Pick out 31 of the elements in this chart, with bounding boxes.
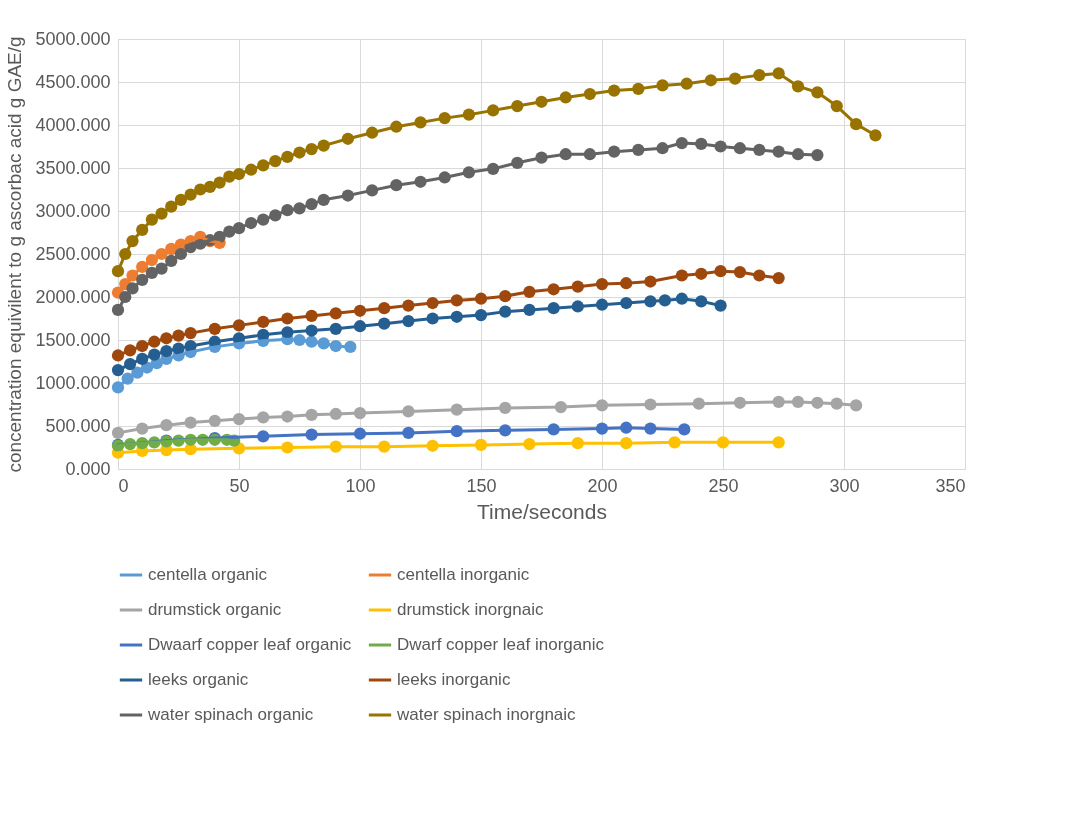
y-tick-label: 3500.000 — [35, 157, 111, 178]
x-tick-label: 250 — [708, 475, 739, 496]
x-tick-label: 350 — [935, 475, 966, 496]
legend-label: drumstick organic — [148, 600, 282, 619]
x-tick-label: 200 — [587, 475, 618, 496]
y-tick-label: 3000.000 — [35, 200, 111, 221]
legend-label: water spinach inorgnaic — [396, 705, 577, 724]
legend-label: Dwarf copper leaf inorganic — [397, 635, 605, 654]
y-tick-label: 2000.000 — [35, 286, 111, 307]
legend-label: leeks organic — [148, 670, 249, 689]
legend-label: leeks inorganic — [397, 670, 511, 689]
y-tick-label: 5000.000 — [35, 28, 111, 49]
y-tick-label: 500.000 — [45, 415, 111, 436]
y-tick-label: 4000.000 — [35, 114, 111, 135]
x-tick-label: 150 — [466, 475, 497, 496]
x-tick-label: 0 — [118, 475, 129, 496]
legend-label: centella organic — [148, 565, 268, 584]
legend-label: water spinach organic — [147, 705, 314, 724]
x-axis-title: Time/seconds — [477, 499, 607, 523]
y-axis-title: concentration equivilent to g ascorbac acid g GAE/g — [4, 36, 26, 473]
x-tick-label: 50 — [229, 475, 250, 496]
y-tick-label: 0.000 — [65, 458, 111, 479]
legend-label: drumstick inorgnaic — [397, 600, 544, 619]
y-tick-label: 1500.000 — [35, 329, 111, 350]
y-tick-label: 1000.000 — [35, 372, 111, 393]
y-tick-label: 2500.000 — [35, 243, 111, 264]
x-tick-label: 100 — [345, 475, 376, 496]
y-tick-label: 4500.000 — [35, 71, 111, 92]
x-tick-label: 300 — [829, 475, 860, 496]
legend-label: centella inorganic — [397, 565, 530, 584]
legend-label: Dwaarf copper leaf organic — [148, 635, 352, 654]
